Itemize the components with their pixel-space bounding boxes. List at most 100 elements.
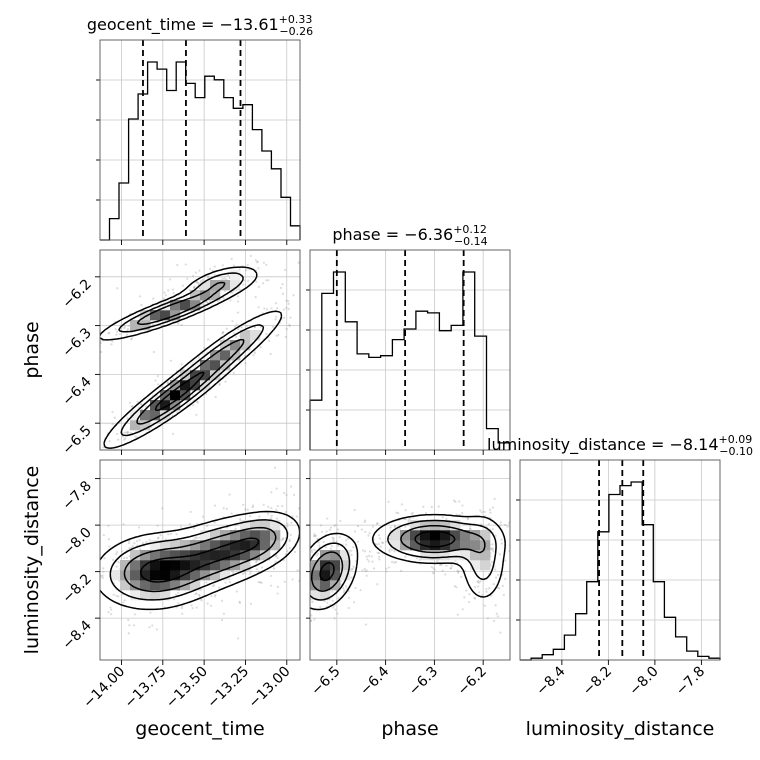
lumdist-vs-phase-sample [339,519,342,523]
lumdist-vs-phase-sample [300,568,302,570]
phase-vs-geocent-time-sample [233,325,237,328]
lumdist-vs-geocent-time-sample [213,521,216,524]
lumdist-vs-phase-sample [479,580,482,583]
lumdist-vs-geocent-time-sample [108,545,111,548]
lumdist-vs-geocent-time-sample [274,555,277,558]
lumdist-vs-phase-sample [310,548,313,552]
lumdist-vs-geocent-time-density-cell [260,520,271,531]
lumdist-vs-phase-sample [497,573,500,576]
lumdist-vs-geocent-time-density-cell [230,540,241,551]
lumdist-vs-phase-sample [527,516,529,518]
phase-vs-geocent-time-sample [213,265,216,268]
lumdist-vs-phase-sample [319,605,322,609]
phase-ytick-label: −6.2 [59,276,94,311]
lumdist-vs-phase-frame [309,459,511,661]
lumdist-vs-geocent-time-contour [100,510,300,611]
lumdist-vs-phase-sample [479,509,482,512]
lumdist-vs-phase-sample [365,555,368,558]
phase-vs-geocent-time-sample [223,277,226,280]
lumdist-vs-phase-sample [366,558,369,561]
lumdist-vs-phase-sample [378,558,381,561]
phase-hist-histogram [309,271,511,450]
lumdist-vs-geocent-time-sample [193,537,196,541]
lumdist-vs-phase-sample [326,517,329,520]
lumdist-vs-geocent-time-sample [141,541,145,545]
phase-vs-geocent-time-sample [254,259,258,262]
phase-vs-geocent-time-sample [114,328,117,331]
phase-vs-geocent-time-sample [214,395,217,399]
lumdist-vs-phase-sample [361,569,364,572]
phase-vs-geocent-time-sample [195,281,199,284]
lumdist-vs-phase-sample [364,519,367,522]
phase-vs-geocent-time-sample [257,267,260,270]
phase-vs-geocent-time-density-cell [160,410,171,421]
lumdist-vs-phase-sample [342,587,345,590]
lumdist-vs-geocent-time-sample [209,604,213,607]
lumdist-vs-geocent-time-sample [107,538,110,541]
lumdist-vs-phase-density-cell [410,540,421,551]
lumdist-vs-phase-sample [297,565,299,567]
phase-vs-geocent-time-sample [66,464,68,466]
lumdist-vs-geocent-time-sample [288,547,291,550]
lumdist-vs-phase-sample [511,549,513,551]
lumdist-vs-geocent-time-sample [288,540,291,543]
lumdist-vs-phase-sample [376,583,379,586]
lumdist-vs-geocent-time-sample [211,584,215,588]
lumdist-vs-phase-sample [322,540,325,544]
lumdist-vs-geocent-time-sample [175,533,178,536]
lumdist-vs-phase-sample [490,560,494,564]
lumdist-vs-geocent-time-sample [224,581,227,584]
phase-vs-geocent-time-sample [156,395,159,398]
phase-vs-geocent-time-sample [124,437,127,440]
lumdist-vs-phase-sample [422,505,425,508]
lumdist-vs-geocent-time-density-cell [150,560,161,571]
lumdist-vs-phase-sample [389,526,392,529]
lumdist-vs-phase-density-cell [460,540,471,551]
lumdist-vs-geocent-time-density-cell [220,560,231,571]
lumdist-vs-geocent-time-density-cell [170,570,181,581]
phase-vs-geocent-time-sample [166,381,169,384]
lumdist-vs-geocent-time-sample [225,507,229,511]
lumdist-vs-geocent-time-sample [122,523,125,526]
lumdist-vs-geocent-time-sample [177,591,180,594]
lumdist-vs-phase-sample [332,539,335,542]
lumdist-vs-geocent-time-sample [358,545,360,547]
phase-vs-geocent-time-sample [180,309,183,313]
lumdist-vs-phase-sample [379,545,382,548]
phase-vs-geocent-time-sample [267,279,270,282]
lumdist-vs-phase-density-cell [440,520,451,531]
lumdist-vs-geocent-time-density-cell [180,560,191,571]
phase-ytick-label: −6.4 [59,374,94,409]
phase-vs-geocent-time-sample [110,343,113,346]
lumdist-vs-geocent-time-sample [127,632,130,635]
phase-xtick-label: −6.3 [406,664,441,699]
lumdist-vs-geocent-time-sample [275,554,278,557]
lumdist-vs-phase-sample [506,525,509,528]
lumdist-vs-geocent-time-sample [131,544,134,548]
lumdist-vs-geocent-time-sample [276,504,280,508]
phase-vs-geocent-time-density-cell [160,310,171,321]
lumdist-vs-geocent-time-sample [139,548,142,551]
phase-vs-geocent-time-sample [192,404,195,407]
phase-vs-geocent-time-sample [82,353,84,355]
phase-vs-geocent-time-sample [283,316,286,319]
lumdist-vs-geocent-time-sample [109,613,113,616]
phase-vs-geocent-time-sample [227,274,230,277]
lumdist-vs-phase-density-cell [420,550,431,561]
lumdist-vs-phase-sample [438,563,442,566]
lumdist-vs-geocent-time-contour [139,537,260,583]
lumdist-vs-geocent-time-sample [200,599,203,602]
lumdist-vs-geocent-time-sample [305,538,307,540]
lumdist-vs-geocent-time-sample [100,575,103,578]
lumdist-vs-geocent-time-sample [297,507,300,510]
lumdist-vs-phase-sample [310,550,313,553]
lumdist-vs-phase-density-cell [480,530,491,541]
phase-vs-geocent-time-density-cell [220,350,231,361]
lumdist-vs-phase-sample [508,521,510,524]
phase-vs-geocent-time-density-cell [150,410,161,421]
phase-vs-geocent-time-sample [172,292,175,295]
lumdist-vs-phase-sample [504,577,507,580]
phase-vs-geocent-time-sample [84,351,86,353]
lumdist-vs-phase-sample [301,530,303,532]
lumdist-vs-phase-sample [313,533,316,536]
